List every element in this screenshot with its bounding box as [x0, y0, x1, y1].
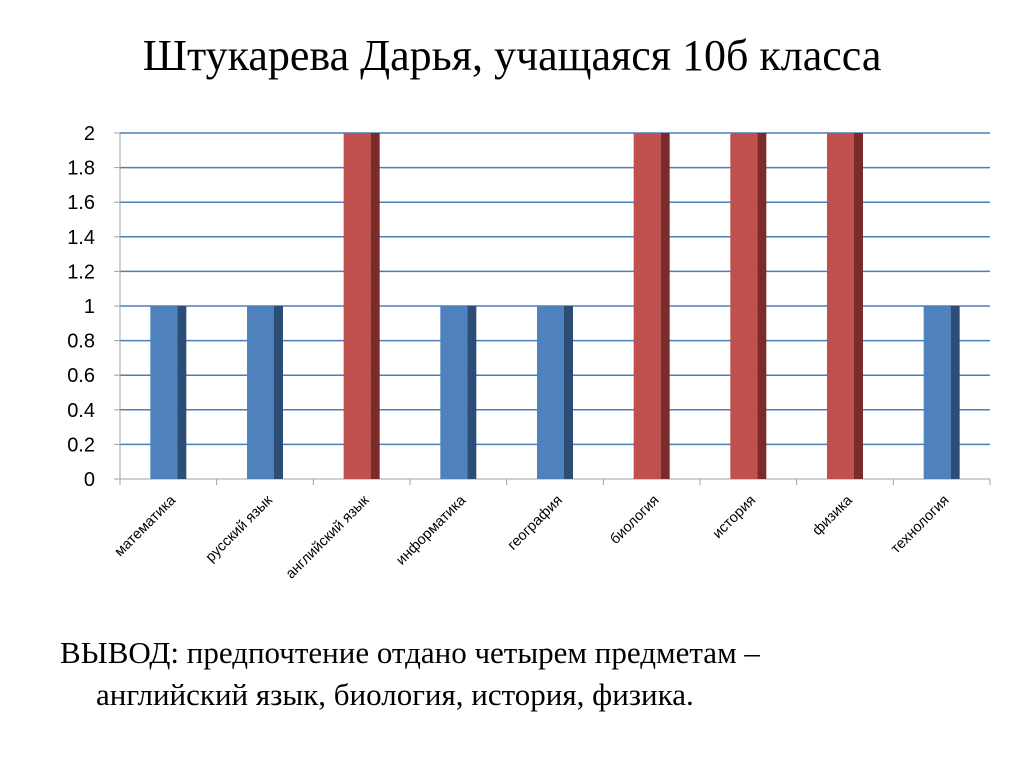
bar-информатика	[440, 306, 477, 479]
y-tick-label: 1.2	[67, 261, 95, 283]
y-tick-label: 0.4	[67, 400, 95, 422]
y-tick-label: 0.6	[67, 365, 95, 387]
y-tick-labels: 0 0.2 0.4 0.6 0.8 1 1.2 1.4 1.6 1.8 2	[67, 123, 95, 491]
y-tick-label: 0.8	[67, 331, 95, 353]
bar-front	[537, 306, 564, 479]
conclusion-text: ВЫВОД: предпочтение отдано четырем предм…	[60, 632, 960, 716]
bar-side	[854, 133, 863, 479]
bar-side	[370, 133, 380, 479]
bar-side	[177, 306, 187, 479]
bar-front	[440, 306, 468, 479]
bar-side	[564, 306, 573, 479]
x-tick-label: математика	[112, 492, 180, 560]
bar-история	[730, 133, 767, 479]
x-tick-label: история	[710, 493, 759, 542]
bar-front	[343, 133, 371, 479]
x-tick-label: информатика	[393, 492, 470, 569]
y-tick-label: 1	[84, 296, 95, 318]
bar-front	[827, 133, 854, 479]
bar-математика	[150, 306, 187, 479]
bar-side	[757, 133, 767, 479]
conclusion-label: ВЫВОД	[60, 635, 171, 670]
y-tick-label: 1.4	[67, 227, 95, 249]
conclusion-line1: : предпочтение отдано четырем предметам …	[170, 635, 760, 670]
bar-front	[633, 133, 661, 479]
bar-front	[923, 306, 951, 479]
bar-русский язык	[247, 306, 283, 479]
y-tick-label: 0.2	[67, 434, 95, 456]
bar-физика	[827, 133, 863, 479]
bars	[150, 133, 960, 479]
bar-front	[730, 133, 758, 479]
bar-география	[537, 306, 573, 479]
bar-front	[247, 306, 274, 479]
y-tick-label: 1.6	[67, 192, 95, 214]
bar-английский язык	[343, 133, 380, 479]
conclusion-line2: английский язык, биология, история, физи…	[96, 677, 694, 712]
bar-технология	[923, 306, 960, 479]
bar-front	[150, 306, 178, 479]
x-tick-label: английский язык	[283, 492, 373, 582]
x-tick-label: русский язык	[203, 492, 277, 566]
bar-side	[467, 306, 477, 479]
x-tick-label: технология	[888, 493, 952, 557]
bar-биология	[633, 133, 670, 479]
x-tick-label: биология	[607, 493, 662, 548]
y-tick-label: 0	[84, 469, 95, 491]
slide-title: Штукарева Дарья, учащаяся 10б класса	[142, 31, 882, 80]
y-tick-label: 1.8	[67, 158, 95, 180]
bar-side	[950, 306, 960, 479]
x-tick-labels: математика русский язык английский язык инф…	[112, 492, 953, 582]
x-tick-label: физика	[810, 492, 857, 539]
bar-side	[660, 133, 670, 479]
y-tick-label: 2	[84, 123, 95, 145]
x-tick-label: география	[505, 493, 566, 554]
bar-side	[274, 306, 283, 479]
